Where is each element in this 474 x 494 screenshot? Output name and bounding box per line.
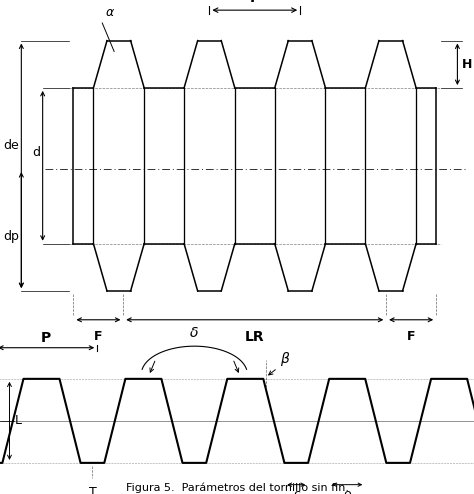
Text: c: c <box>293 488 300 494</box>
Text: β: β <box>280 352 289 367</box>
Text: P: P <box>41 330 51 345</box>
Text: de: de <box>3 139 19 152</box>
Text: Figura 5.  Parámetros del tornillo sin fin.: Figura 5. Parámetros del tornillo sin fi… <box>126 483 348 493</box>
Text: δ: δ <box>190 326 199 340</box>
Text: α: α <box>106 5 114 19</box>
Text: L: L <box>15 414 22 427</box>
Text: F: F <box>407 330 415 343</box>
Text: dp: dp <box>3 230 19 244</box>
Text: e: e <box>343 488 351 494</box>
Text: H: H <box>462 58 473 71</box>
Text: F: F <box>94 330 103 343</box>
Text: LR: LR <box>245 330 264 344</box>
Text: P: P <box>250 0 260 5</box>
Text: T: T <box>89 486 96 494</box>
Text: d: d <box>32 146 40 159</box>
